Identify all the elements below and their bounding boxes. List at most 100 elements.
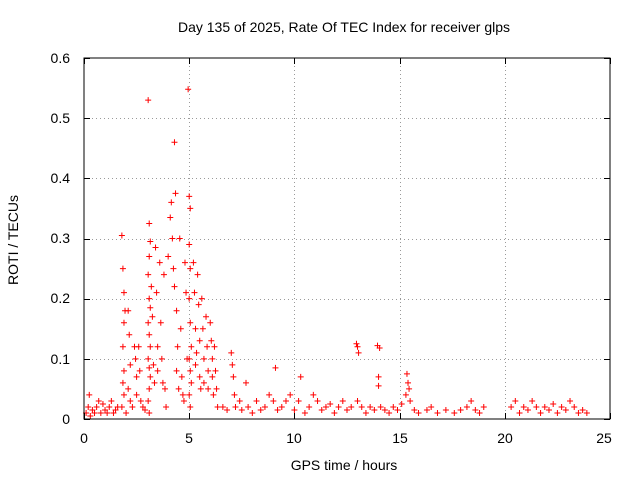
- data-point-141: [236, 397, 243, 404]
- data-point-62: [151, 379, 158, 386]
- data-point-10: [102, 406, 109, 413]
- data-point-35: [132, 355, 139, 362]
- data-point-184: [381, 406, 388, 413]
- data-point-59: [148, 283, 155, 290]
- data-point-166: [331, 409, 338, 416]
- data-point-118: [199, 325, 206, 332]
- data-point-9: [99, 400, 106, 407]
- data-point-148: [261, 403, 268, 410]
- data-point-169: [344, 406, 350, 413]
- data-point-52: [147, 343, 154, 350]
- data-point-201: [457, 406, 464, 413]
- data-point-149: [266, 391, 273, 398]
- data-point-101: [188, 343, 195, 350]
- data-point-72: [162, 385, 169, 392]
- data-point-70: [159, 379, 166, 386]
- data-point-186: [390, 403, 397, 410]
- data-point-191: [405, 379, 412, 386]
- data-point-19: [120, 289, 127, 296]
- data-point-133: [214, 403, 221, 410]
- data-point-163: [318, 406, 325, 413]
- data-point-205: [476, 409, 483, 416]
- data-point-46: [146, 253, 153, 260]
- data-point-115: [196, 373, 203, 380]
- data-point-30: [127, 361, 134, 368]
- data-point-158: [297, 373, 304, 380]
- data-point-206: [480, 403, 487, 410]
- data-point-146: [253, 397, 260, 404]
- data-point-33: [129, 403, 136, 410]
- data-point-73: [163, 403, 170, 410]
- data-point-109: [192, 325, 199, 332]
- data-point-225: [583, 409, 590, 416]
- data-point-27: [123, 409, 130, 416]
- data-point-5: [91, 409, 98, 416]
- data-point-196: [423, 406, 430, 413]
- data-point-106: [187, 403, 194, 410]
- data-point-3: [87, 412, 94, 419]
- y-axis-label: ROTI / TECUs: [5, 195, 21, 285]
- data-point-26: [118, 403, 125, 410]
- data-point-12: [106, 403, 113, 410]
- data-point-119: [200, 355, 207, 362]
- data-point-25: [120, 391, 127, 398]
- data-point-43: [145, 97, 152, 104]
- data-point-164: [322, 403, 329, 410]
- data-point-124: [205, 385, 212, 392]
- data-point-51: [146, 331, 153, 338]
- data-point-36: [133, 373, 140, 380]
- data-point-178: [371, 406, 378, 413]
- x-tick-label-0: 0: [80, 430, 88, 446]
- data-point-87: [177, 325, 184, 332]
- data-point-63: [152, 244, 159, 251]
- data-point-194: [411, 406, 418, 413]
- data-point-38: [135, 343, 142, 350]
- data-point-28: [125, 307, 132, 314]
- data-point-151: [272, 364, 279, 371]
- data-point-183: [377, 403, 384, 410]
- data-point-153: [278, 403, 285, 410]
- data-point-113: [195, 301, 202, 308]
- data-point-221: [567, 397, 574, 404]
- data-point-154: [282, 397, 289, 404]
- data-point-160: [306, 403, 313, 410]
- data-point-102: [186, 355, 193, 362]
- data-point-83: [174, 343, 181, 350]
- data-point-147: [257, 406, 264, 413]
- data-point-66: [154, 367, 161, 374]
- data-point-40: [137, 397, 144, 404]
- data-point-223: [575, 409, 582, 416]
- data-point-37: [133, 391, 140, 398]
- data-point-29: [126, 331, 133, 338]
- data-point-54: [146, 364, 153, 371]
- data-point-50: [145, 319, 152, 326]
- data-point-218: [554, 409, 561, 416]
- data-point-182: [375, 382, 382, 389]
- data-point-77: [169, 235, 176, 242]
- data-point-103: [187, 367, 194, 374]
- data-point-134: [219, 403, 226, 410]
- data-point-208: [512, 397, 519, 404]
- data-point-90: [180, 397, 187, 404]
- y-tick-label-3: 0.3: [51, 230, 71, 246]
- data-point-162: [314, 397, 321, 404]
- data-point-144: [245, 403, 252, 410]
- data-point-104: [188, 379, 195, 386]
- data-point-47: [145, 271, 152, 278]
- data-point-159: [301, 409, 308, 416]
- data-point-58: [146, 409, 153, 416]
- data-point-86: [176, 235, 183, 242]
- data-point-211: [524, 406, 531, 413]
- data-point-120: [200, 379, 207, 386]
- data-point-74: [165, 253, 172, 260]
- data-point-195: [415, 409, 422, 416]
- data-point-131: [212, 367, 219, 374]
- y-tick-label-0: 0: [62, 411, 70, 427]
- data-point-13: [108, 397, 115, 404]
- data-point-80: [172, 190, 179, 197]
- data-point-192: [406, 385, 413, 392]
- data-point-105: [186, 391, 193, 398]
- data-point-199: [442, 406, 449, 413]
- data-point-39: [136, 367, 143, 374]
